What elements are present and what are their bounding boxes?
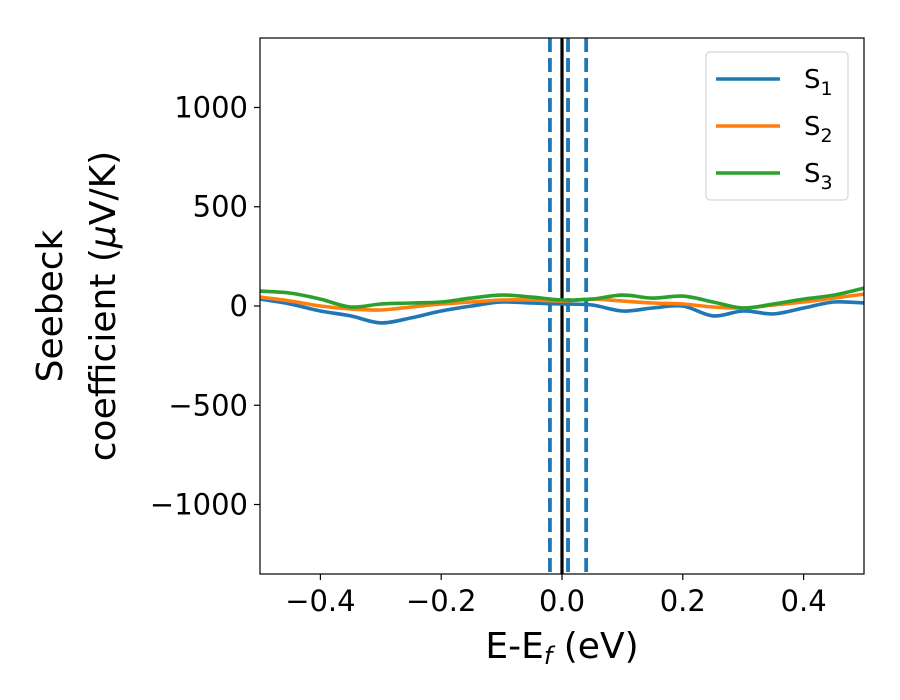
y-tick-label: 0: [230, 289, 248, 323]
series-line-s1: [260, 297, 864, 325]
x-axis-label-unit: (eV): [552, 626, 638, 667]
x-tick-label: −0.4: [285, 584, 355, 618]
y-axis-label: Seebeck coefficient (μV/K): [30, 151, 124, 461]
y-tick-label: −1000: [150, 488, 248, 522]
y-tick-label: −500: [168, 388, 248, 422]
legend-entries: S1 S2 S3: [716, 65, 833, 194]
x-tick-label: 0.2: [660, 584, 706, 618]
legend-label-s3: S3: [804, 159, 833, 194]
legend: S1 S2 S3: [705, 51, 849, 201]
series-lines: [260, 286, 864, 325]
y-axis-label-mu: μ: [83, 225, 124, 249]
x-tick-label: 0.0: [539, 584, 585, 618]
x-tick-label: 0.4: [781, 584, 827, 618]
legend-label-s1: S1: [804, 65, 833, 100]
series-line-s3: [260, 286, 864, 310]
y-tick-label: 500: [193, 190, 248, 224]
x-axis-ticks: −0.4 −0.2 0.0 0.2 0.4: [285, 574, 827, 618]
legend-label-s2: S2: [804, 112, 833, 147]
y-axis-label-text: coefficient (: [83, 248, 124, 461]
x-axis-label: E-Ef (eV): [485, 626, 638, 670]
y-axis-label-unit: V/K): [83, 151, 124, 225]
y-axis-ticks: −1000 −500 0 500 1000: [150, 90, 260, 522]
x-tick-label: −0.2: [406, 584, 476, 618]
x-axis-label-main: E-E: [485, 626, 543, 667]
y-axis-label-line1: Seebeck: [30, 229, 71, 382]
y-axis-label-line2: coefficient (μV/K): [83, 151, 124, 461]
y-tick-label: 1000: [174, 90, 248, 124]
